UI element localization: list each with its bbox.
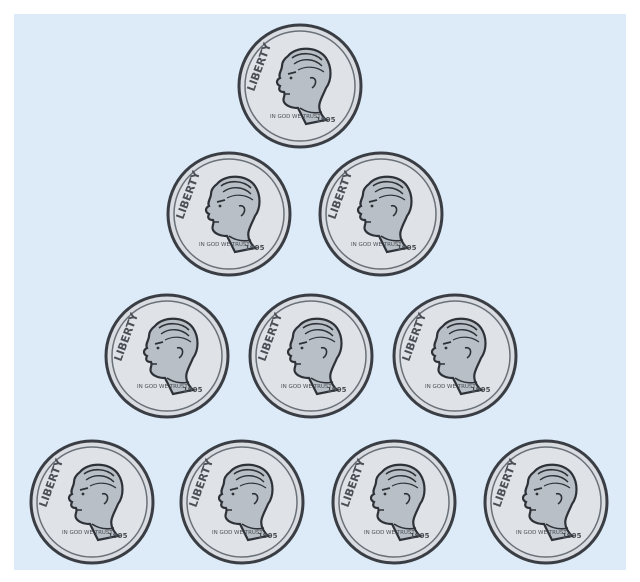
- dime-coin-icon: LIBERTY IN GOD WE TRUST 1995: [318, 151, 444, 277]
- coin-motto-text: IN GOD WE TRUST: [425, 384, 476, 390]
- coin-year-text: 1995: [471, 386, 491, 394]
- dime-coin-row4-4: LIBERTY IN GOD WE TRUST 1995: [482, 438, 610, 566]
- coin-year-text: 1995: [316, 116, 336, 124]
- coin-motto-text: IN GOD WE TRUST: [62, 530, 113, 536]
- dime-coin-icon: LIBERTY IN GOD WE TRUST 1995: [483, 439, 609, 565]
- coin-year-text: 1995: [410, 532, 430, 540]
- coin-motto-text: IN GOD WE TRUST: [281, 384, 332, 390]
- dime-coin-row3-2: LIBERTY IN GOD WE TRUST 1995: [247, 292, 375, 420]
- coin-motto-text: IN GOD WE TRUST: [199, 242, 250, 248]
- coin-year-text: 1995: [245, 244, 265, 252]
- dime-coin-row4-3: LIBERTY IN GOD WE TRUST 1995: [330, 438, 458, 566]
- dime-coin-icon: LIBERTY IN GOD WE TRUST 1995: [166, 151, 292, 277]
- coin-year-text: 1995: [397, 244, 417, 252]
- dime-coin-icon: LIBERTY IN GOD WE TRUST 1995: [248, 293, 374, 419]
- dime-coin-icon: LIBERTY IN GOD WE TRUST 1995: [392, 293, 518, 419]
- dime-coin-row2-2: LIBERTY IN GOD WE TRUST 1995: [317, 150, 445, 278]
- coin-year-text: 1995: [258, 532, 278, 540]
- coin-year-text: 1995: [108, 532, 128, 540]
- dime-coin-row2-1: LIBERTY IN GOD WE TRUST 1995: [165, 150, 293, 278]
- dime-coin-row1-1: LIBERTY IN GOD WE TRUST 1995: [236, 22, 364, 150]
- dime-coin-row4-1: LIBERTY IN GOD WE TRUST 1995: [28, 438, 156, 566]
- coin-motto-text: IN GOD WE TRUST: [351, 242, 402, 248]
- dime-coin-icon: LIBERTY IN GOD WE TRUST 1995: [29, 439, 155, 565]
- coin-motto-text: IN GOD WE TRUST: [270, 114, 321, 120]
- dime-coin-row4-2: LIBERTY IN GOD WE TRUST 1995: [178, 438, 306, 566]
- dime-coin-row3-1: LIBERTY IN GOD WE TRUST 1995: [103, 292, 231, 420]
- dime-coin-icon: LIBERTY IN GOD WE TRUST 1995: [237, 23, 363, 149]
- coin-year-text: 1995: [562, 532, 582, 540]
- coin-year-text: 1995: [327, 386, 347, 394]
- coin-motto-text: IN GOD WE TRUST: [516, 530, 567, 536]
- coin-year-text: 1995: [183, 386, 203, 394]
- dime-coin-row3-3: LIBERTY IN GOD WE TRUST 1995: [391, 292, 519, 420]
- coin-motto-text: IN GOD WE TRUST: [364, 530, 415, 536]
- coin-motto-text: IN GOD WE TRUST: [137, 384, 188, 390]
- dime-coin-icon: LIBERTY IN GOD WE TRUST 1995: [179, 439, 305, 565]
- dime-coin-icon: LIBERTY IN GOD WE TRUST 1995: [331, 439, 457, 565]
- coin-motto-text: IN GOD WE TRUST: [212, 530, 263, 536]
- dime-coin-icon: LIBERTY IN GOD WE TRUST 1995: [104, 293, 230, 419]
